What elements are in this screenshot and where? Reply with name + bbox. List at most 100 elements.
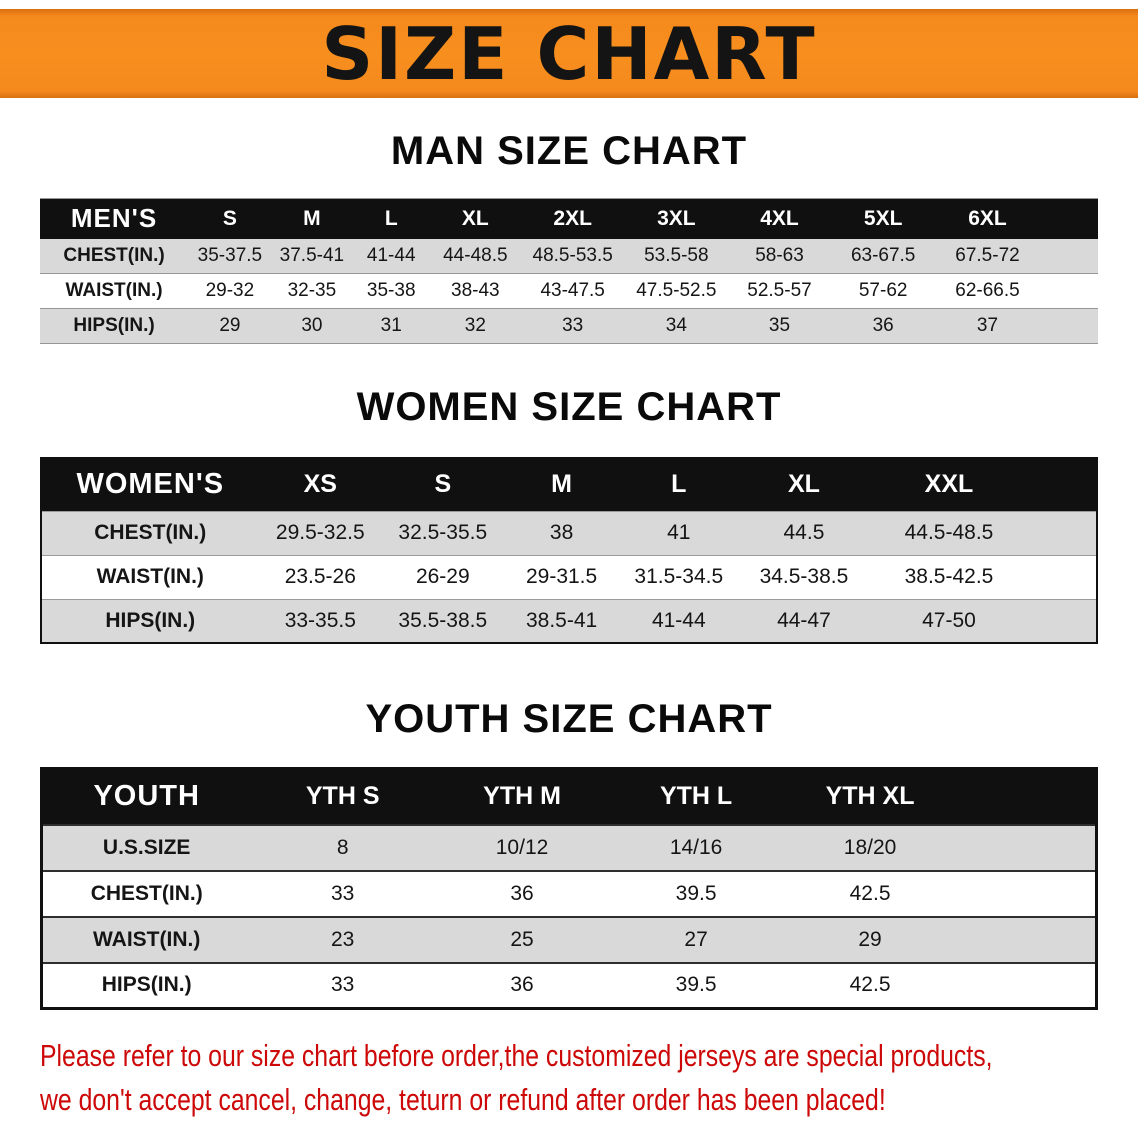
size-value-cell: 44.5 [783, 521, 825, 544]
row-label: CHEST(IN.) [90, 881, 203, 905]
women-size-table: WOMEN'S XS S M L XL XXL CHEST(IN.) 29.5-32.5 32.5… [40, 457, 1098, 644]
size-value-cell: 37.5-41 [279, 244, 345, 266]
row-label: CHEST(IN.) [94, 521, 207, 544]
size-column-header: YTH S [305, 782, 380, 811]
table-row: WAIST(IN.) 23.5-26 26-29 29-31.5 31.5-34.5 34… [41, 555, 1097, 599]
women-size-section: WOMEN SIZE CHART WOMEN'S XS S M L XL XXL CHEST(… [0, 384, 1138, 644]
table-header-row: MEN'S S M L XL 2XL 3XL 4XL 5XL 6XL [40, 198, 1098, 239]
size-column-header: XS [303, 470, 337, 499]
youth-size-section: YOUTH SIZE CHART YOUTH YTH S YTH M YTH L YTH… [0, 696, 1138, 1010]
size-column-header: 3XL [657, 206, 696, 230]
size-column-header: L [671, 470, 687, 499]
size-value-cell: 23.5-26 [284, 565, 356, 588]
banner: SIZE CHART [0, 9, 1138, 98]
table-row: U.S.SIZE 8 10/12 14/16 18/20 [41, 824, 1097, 871]
size-value-cell: 32-35 [287, 280, 337, 301]
size-value-cell: 23 [331, 927, 355, 951]
size-value-cell: 41-44 [651, 608, 706, 632]
size-value-cell: 35-38 [366, 280, 416, 301]
size-value-cell: 14/16 [669, 835, 723, 859]
size-value-cell: 63-67.5 [850, 244, 916, 266]
size-value-cell: 35.5-38.5 [398, 608, 488, 632]
size-column-header: M [303, 206, 321, 230]
table-row: HIPS(IN.) 33 36 39.5 42.5 [41, 962, 1097, 1009]
table-row: WAIST(IN.) 29-32 32-35 35-38 38-43 43-47.5 47.… [40, 273, 1098, 309]
table-row: CHEST(IN.) 29.5-32.5 32.5-35.5 38 41 44.5 44.5… [41, 511, 1097, 555]
size-value-cell: 29 [219, 315, 241, 336]
row-label: HIPS(IN.) [105, 608, 196, 632]
size-value-cell: 47.5-52.5 [636, 280, 717, 301]
size-value-cell: 37 [976, 315, 999, 336]
size-value-cell: 41-44 [366, 244, 416, 266]
size-value-cell: 34 [665, 315, 687, 336]
size-column-header: XXL [924, 470, 974, 499]
size-value-cell: 44-48.5 [443, 244, 508, 266]
size-value-cell: 30 [301, 315, 323, 336]
size-value-cell: 29 [858, 927, 882, 951]
row-label: WAIST(IN.) [96, 565, 204, 588]
table-name-header: MEN'S [70, 203, 158, 234]
size-value-cell: 10/12 [495, 835, 549, 859]
size-value-cell: 33 [331, 881, 355, 905]
youth-section-title: YOUTH SIZE CHART [365, 697, 773, 741]
size-value-cell: 33 [562, 315, 584, 336]
size-value-cell: 29-31.5 [525, 565, 598, 588]
size-column-header: M [551, 470, 572, 499]
size-value-cell: 33-35.5 [284, 608, 356, 632]
youth-size-table: YOUTH YTH S YTH M YTH L YTH XL U.S.SIZE 8 10/12… [40, 767, 1098, 1010]
disclaimer-line-1: Please refer to our size chart before or… [40, 1038, 993, 1073]
table-row: HIPS(IN.) 33-35.5 35.5-38.5 38.5-41 41-44 44-… [41, 599, 1097, 643]
table-row: CHEST(IN.) 35-37.5 37.5-41 41-44 44-48.5 48.5… [40, 238, 1098, 274]
size-value-cell: 38.5-42.5 [904, 565, 994, 588]
size-column-header: 4XL [760, 206, 799, 230]
size-value-cell: 38-43 [451, 280, 500, 301]
size-value-cell: 67.5-72 [955, 244, 1020, 266]
size-value-cell: 32 [464, 315, 486, 336]
size-value-cell: 31 [380, 315, 402, 336]
disclaimer-line-2: we don't accept cancel, change, teturn o… [40, 1082, 886, 1117]
table-row: HIPS(IN.) 29 30 31 32 33 34 35 36 37 [40, 308, 1098, 344]
row-label: WAIST(IN.) [65, 280, 163, 301]
size-value-cell: 57-62 [858, 280, 908, 301]
size-value-cell: 29.5-32.5 [275, 521, 365, 544]
size-value-cell: 33 [331, 973, 355, 997]
size-value-cell: 43-47.5 [540, 280, 605, 301]
size-column-header: YTH L [659, 782, 733, 811]
size-value-cell: 52.5-57 [747, 280, 812, 301]
size-value-cell: 29-32 [205, 280, 255, 301]
size-value-cell: 31.5-34.5 [634, 565, 724, 588]
size-column-header: S [222, 206, 237, 230]
size-value-cell: 34.5-38.5 [759, 565, 849, 588]
row-label: HIPS(IN.) [73, 315, 155, 336]
size-value-cell: 27 [684, 927, 708, 951]
table-name-header: WOMEN'S [76, 468, 225, 501]
table-row: CHEST(IN.) 33 36 39.5 42.5 [41, 870, 1097, 917]
size-value-cell: 47-50 [922, 608, 976, 632]
banner-title: SIZE CHART [321, 11, 817, 96]
size-value-cell: 42.5 [849, 973, 891, 997]
size-column-header: 6XL [968, 206, 1007, 230]
table-header-row: WOMEN'S XS S M L XL XXL [41, 458, 1097, 511]
size-value-cell: 25 [510, 927, 534, 951]
size-value-cell: 35 [768, 315, 791, 336]
men-section-title: MAN SIZE CHART [390, 129, 748, 173]
size-value-cell: 36 [872, 315, 894, 336]
size-value-cell: 58-63 [755, 244, 804, 266]
row-label: HIPS(IN.) [101, 973, 192, 997]
women-section-title: WOMEN SIZE CHART [356, 385, 782, 429]
men-size-section: MAN SIZE CHART MEN'S S M L XL 2XL 3XL 4XL 5XL 6XL… [0, 128, 1138, 344]
size-column-header: YTH M [483, 782, 561, 811]
size-value-cell: 18/20 [843, 835, 897, 859]
size-value-cell: 53.5-58 [644, 244, 709, 266]
size-column-header: L [384, 206, 398, 230]
table-header-row: YOUTH YTH S YTH M YTH L YTH XL [41, 768, 1097, 825]
size-value-cell: 26-29 [415, 565, 470, 588]
size-column-header: S [434, 470, 452, 499]
size-value-cell: 42.5 [849, 881, 891, 905]
disclaimer: Please refer to our size chart before or… [40, 1034, 1138, 1122]
size-value-cell: 44-47 [777, 608, 831, 632]
size-value-cell: 36 [510, 881, 534, 905]
size-value-cell: 62-66.5 [955, 280, 1020, 301]
size-chart-page: SIZE CHART MAN SIZE CHART MEN'S S M L XL 2XL 3… [0, 9, 1138, 1122]
size-value-cell: 8 [336, 835, 349, 859]
